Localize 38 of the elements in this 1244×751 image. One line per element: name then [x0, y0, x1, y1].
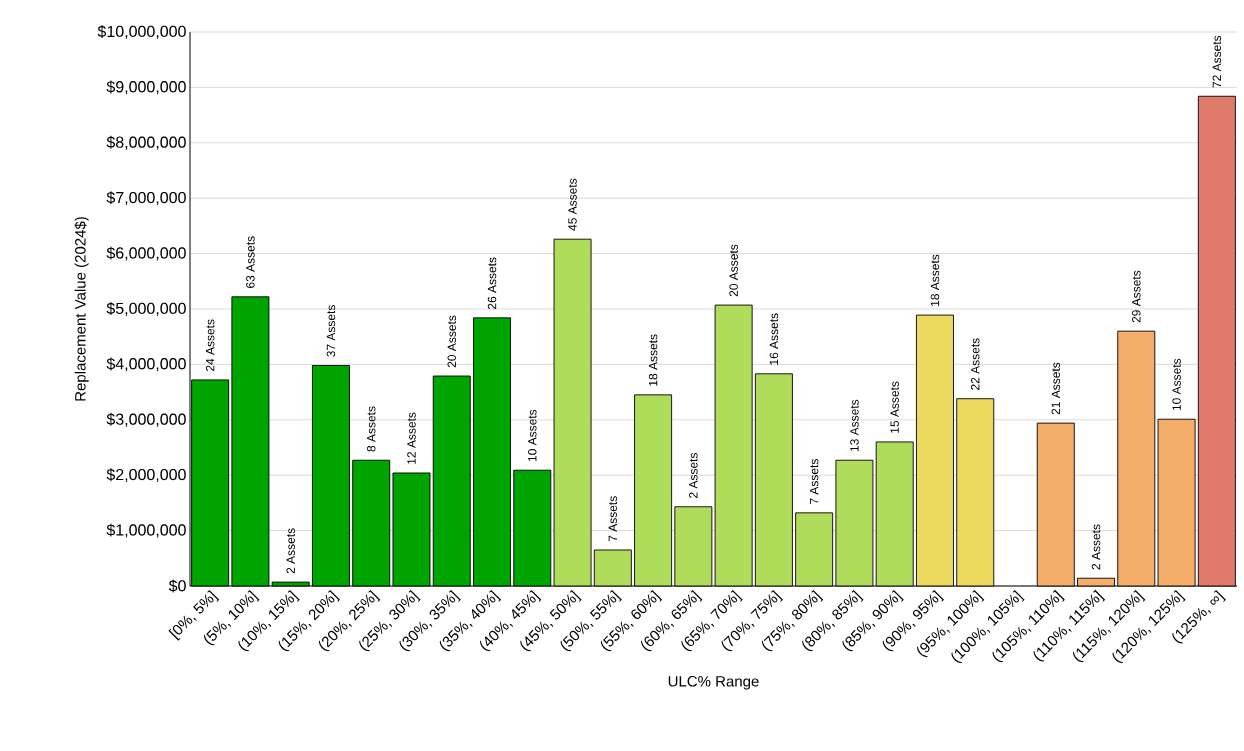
- annotation: 10 Assets: [528, 409, 537, 462]
- annotation: 12 Assets: [407, 412, 416, 464]
- y-tick-label: $7,000,000: [106, 191, 186, 206]
- annotation: 45 Assets: [568, 178, 577, 231]
- annotation: 18 Assets: [930, 254, 940, 306]
- annotation: 18 Assets: [648, 334, 658, 386]
- y-tick-label: $2,000,000: [106, 468, 186, 483]
- y-tick-label: $8,000,000: [106, 135, 186, 150]
- x-axis-title: ULC% Range: [668, 675, 759, 690]
- annotation: 2 Assets: [286, 528, 295, 574]
- y-tick-label: $0: [168, 579, 186, 593]
- annotation: 10 Assets: [1172, 358, 1181, 411]
- annotation: 7 Assets: [608, 496, 617, 542]
- annotation: 22 Assets: [970, 338, 980, 390]
- annotation: 7 Assets: [809, 459, 819, 505]
- annotation: 20 Assets: [447, 315, 456, 368]
- annotation: 20 Assets: [729, 244, 738, 297]
- annotation: 16 Assets: [769, 313, 779, 365]
- y-tick-label: $10,000,000: [97, 25, 186, 39]
- y-tick-label: $5,000,000: [106, 302, 186, 316]
- annotation: 2 Assets: [1091, 524, 1101, 570]
- annotation: 8 Assets: [366, 406, 376, 452]
- y-axis-title: Replacement Value (2024$): [74, 217, 89, 401]
- y-tick-label: $9,000,000: [106, 80, 186, 95]
- annotation: 72 Assets: [1212, 35, 1222, 88]
- annotation: 37 Assets: [326, 305, 336, 357]
- y-tick-label: $6,000,000: [106, 246, 186, 261]
- y-tick-label: $3,000,000: [106, 412, 186, 427]
- annotation: 21 Assets: [1051, 362, 1061, 415]
- y-tick-label: $4,000,000: [106, 357, 186, 372]
- annotation: 63 Assets: [246, 236, 255, 288]
- annotation: 2 Assets: [689, 452, 698, 498]
- annotation: 15 Assets: [890, 381, 899, 433]
- annotation: 24 Assets: [205, 319, 215, 372]
- annotation: 26 Assets: [487, 257, 497, 310]
- annotation: 13 Assets: [850, 399, 859, 452]
- annotation: 29 Assets: [1132, 270, 1141, 323]
- y-tick-label: $1,000,000: [106, 523, 186, 538]
